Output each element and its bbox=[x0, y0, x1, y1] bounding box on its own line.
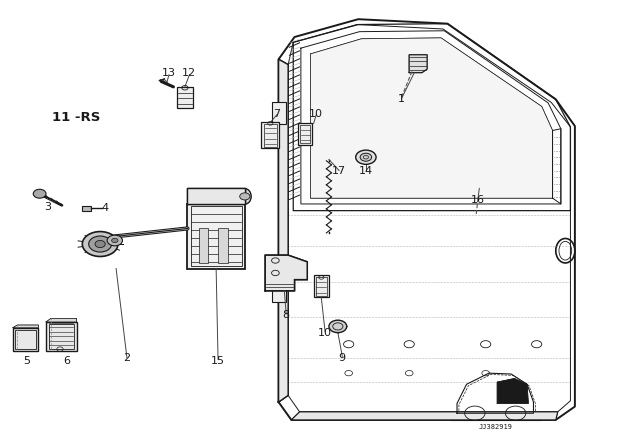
Bar bbox=[261, 122, 279, 148]
Polygon shape bbox=[46, 319, 77, 322]
Bar bbox=[218, 228, 228, 263]
Circle shape bbox=[356, 150, 376, 164]
Polygon shape bbox=[409, 55, 427, 73]
Bar bbox=[191, 206, 242, 266]
Text: 16: 16 bbox=[471, 194, 485, 205]
Bar bbox=[300, 125, 310, 143]
Bar bbox=[272, 102, 286, 124]
Text: 14: 14 bbox=[359, 167, 373, 177]
Text: 17: 17 bbox=[332, 167, 346, 177]
Text: 1: 1 bbox=[398, 95, 405, 104]
Circle shape bbox=[329, 320, 347, 332]
Text: 10: 10 bbox=[318, 328, 332, 338]
Bar bbox=[46, 322, 77, 351]
Polygon shape bbox=[278, 59, 288, 402]
Polygon shape bbox=[265, 255, 307, 291]
Text: 7: 7 bbox=[273, 108, 280, 119]
Ellipse shape bbox=[556, 238, 575, 263]
Bar bbox=[264, 124, 276, 146]
Bar bbox=[298, 123, 312, 145]
Bar bbox=[49, 324, 74, 349]
Text: JJ382919: JJ382919 bbox=[478, 423, 512, 430]
Circle shape bbox=[33, 189, 46, 198]
Bar bbox=[15, 330, 36, 349]
Bar bbox=[199, 228, 209, 263]
Text: 12: 12 bbox=[182, 68, 196, 78]
Polygon shape bbox=[497, 379, 529, 404]
Text: 15: 15 bbox=[211, 356, 225, 366]
Circle shape bbox=[240, 193, 250, 200]
Text: 10: 10 bbox=[309, 108, 323, 119]
Circle shape bbox=[89, 236, 111, 252]
Bar bbox=[272, 280, 286, 302]
Circle shape bbox=[95, 241, 105, 248]
Text: 13: 13 bbox=[162, 68, 176, 78]
Text: 6: 6 bbox=[63, 356, 70, 366]
Bar bbox=[177, 87, 193, 108]
Polygon shape bbox=[310, 38, 552, 198]
Bar bbox=[82, 206, 91, 211]
Text: 2: 2 bbox=[124, 353, 131, 363]
Circle shape bbox=[83, 232, 118, 257]
Bar bbox=[13, 328, 38, 351]
Circle shape bbox=[360, 153, 372, 161]
Polygon shape bbox=[188, 188, 245, 204]
Text: 8: 8 bbox=[283, 310, 290, 320]
Text: 11 -RS: 11 -RS bbox=[52, 111, 100, 124]
Bar bbox=[316, 276, 327, 296]
Text: 3: 3 bbox=[44, 202, 51, 212]
Text: 4: 4 bbox=[101, 203, 108, 213]
Bar bbox=[314, 275, 329, 297]
Text: 9: 9 bbox=[339, 353, 346, 362]
Polygon shape bbox=[13, 325, 38, 328]
Circle shape bbox=[107, 235, 122, 246]
Polygon shape bbox=[291, 412, 557, 420]
Bar bbox=[188, 204, 245, 268]
Circle shape bbox=[111, 238, 118, 243]
Ellipse shape bbox=[239, 189, 251, 204]
Text: 5: 5 bbox=[24, 356, 30, 366]
